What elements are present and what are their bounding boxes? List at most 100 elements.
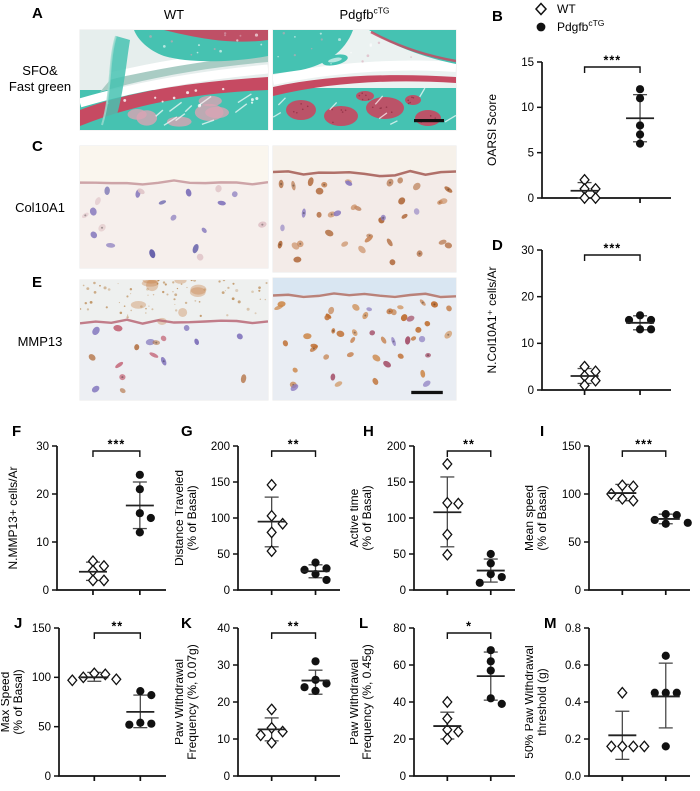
svg-text:20: 20 [521, 291, 534, 303]
svg-text:**: ** [288, 620, 300, 634]
chart-active-time: 0 50 100 150 200 ** Active time (% of Basal) [350, 438, 515, 597]
chart-max-speed: 0 50 100 150 ** Max Speed (% of Basal) [1, 620, 166, 783]
svg-text:30: 30 [36, 441, 49, 453]
row-label-sfo-fast-green: SFO& Fast green [8, 63, 72, 94]
svg-text:**: ** [463, 438, 475, 452]
svg-text:150: 150 [387, 477, 406, 489]
svg-text:Max Speed: Max Speed [1, 672, 12, 733]
row-label-mmp13: MMP13 [17, 334, 63, 349]
svg-text:50% Paw Withdrawal: 50% Paw Withdrawal [525, 645, 536, 758]
svg-text:0: 0 [45, 771, 51, 783]
chart-distance-traveled: 0 50 100 150 200 ** Distance Traveled (% of Bas… [175, 438, 340, 597]
svg-text:10: 10 [217, 734, 230, 746]
open-diamond-icon [534, 2, 548, 16]
svg-text:Frequency (%, 0.07g): Frequency (%, 0.07g) [185, 644, 199, 759]
legend-label-wt: WT [557, 2, 576, 16]
svg-text:10: 10 [36, 537, 49, 549]
svg-text:20: 20 [217, 697, 230, 709]
svg-text:(% of Basal): (% of Basal) [535, 485, 549, 550]
svg-text:150: 150 [562, 441, 581, 453]
svg-text:0: 0 [224, 771, 230, 783]
column-header-wt: WT [163, 7, 185, 22]
svg-text:N.MMP13+ cells/Ar: N.MMP13+ cells/Ar [6, 466, 20, 569]
svg-text:Active time: Active time [350, 488, 361, 547]
histology-image-mmp13-wt [80, 280, 268, 400]
chart-col10a1-cells: 0 10 20 30 *** N.Col10A1⁺ cells/Ar [485, 242, 671, 397]
svg-text:0.2: 0.2 [565, 734, 581, 746]
histology-image-col10a1-wt [80, 146, 268, 268]
panel-label-k: K [181, 615, 192, 632]
svg-text:150: 150 [211, 477, 230, 489]
svg-text:40: 40 [217, 623, 230, 635]
svg-text:***: *** [108, 438, 126, 452]
panel-label-j: J [14, 615, 23, 632]
svg-text:N.Col10A1⁺ cells/Ar: N.Col10A1⁺ cells/Ar [485, 266, 499, 373]
panel-label-m: M [544, 615, 557, 632]
svg-text:40: 40 [393, 697, 406, 709]
histology-image-sfo-wt [80, 30, 268, 130]
svg-text:30: 30 [217, 660, 230, 672]
svg-text:60: 60 [393, 660, 406, 672]
chart-oarsi-score: 0 5 10 15 *** OARSI Score [485, 54, 671, 205]
svg-text:0: 0 [224, 585, 230, 597]
svg-text:(% of Basal): (% of Basal) [360, 485, 374, 550]
svg-text:30: 30 [521, 245, 534, 257]
histology-image-sfo-pdgfbctg [273, 30, 456, 130]
svg-text:200: 200 [387, 441, 406, 453]
svg-text:15: 15 [521, 57, 534, 69]
svg-text:Mean speed: Mean speed [525, 485, 536, 551]
svg-text:20: 20 [36, 489, 49, 501]
svg-text:100: 100 [387, 513, 406, 525]
svg-text:**: ** [288, 438, 300, 452]
legend-item-pdgfbctg: PdgfbcTG [534, 19, 604, 34]
panel-label-f: F [12, 423, 22, 440]
chart-mean-speed: 0 50 100 150 *** Mean speed (% of Basal) [525, 438, 692, 597]
svg-text:(% of Basal): (% of Basal) [11, 669, 25, 734]
svg-text:*: * [466, 620, 472, 634]
svg-text:0: 0 [400, 771, 406, 783]
svg-text:threshold (g): threshold (g) [535, 668, 549, 735]
histology-image-mmp13-pdgfbctg [273, 278, 456, 400]
column-header-pdgfbctg: PdgfbcTG [339, 5, 390, 22]
svg-text:100: 100 [562, 489, 581, 501]
svg-text:50: 50 [38, 721, 51, 733]
svg-text:100: 100 [32, 672, 51, 684]
svg-text:**: ** [111, 620, 123, 634]
svg-text:200: 200 [211, 441, 230, 453]
svg-text:80: 80 [393, 623, 406, 635]
filled-circle-icon [536, 22, 546, 32]
panel-label-h: H [363, 423, 374, 440]
svg-text:(% of Basal): (% of Basal) [185, 485, 199, 550]
svg-text:10: 10 [521, 338, 534, 350]
svg-text:0: 0 [528, 193, 534, 205]
svg-text:Frequency (%, 0.45g): Frequency (%, 0.45g) [360, 644, 374, 759]
svg-text:50: 50 [217, 549, 230, 561]
svg-text:150: 150 [32, 623, 51, 635]
svg-text:0.8: 0.8 [565, 623, 581, 635]
svg-text:Paw Withdrawal: Paw Withdrawal [350, 659, 361, 745]
chart-mmp13-cells: 0 10 20 30 *** N.MMP13+ cells/Ar [6, 438, 166, 597]
chart-paw-withdrawal-007g: 0 10 20 30 40 ** Paw Withdrawal Frequency (%, 0… [175, 620, 340, 783]
svg-text:50: 50 [393, 549, 406, 561]
svg-text:50: 50 [568, 537, 581, 549]
svg-text:Paw Withdrawal: Paw Withdrawal [175, 659, 186, 745]
panel-label-i: I [540, 423, 545, 440]
svg-text:100: 100 [211, 513, 230, 525]
svg-text:***: *** [604, 54, 622, 68]
row-label-col10a1: Col10A1 [15, 200, 65, 215]
svg-text:0: 0 [528, 385, 534, 397]
legend-item-wt: WT [534, 2, 576, 16]
panel-label-a: A [32, 5, 43, 22]
panel-label-c: C [32, 138, 43, 155]
panel-label-l: L [359, 615, 369, 632]
svg-text:5: 5 [528, 147, 534, 159]
panel-label-d: D [492, 237, 503, 254]
chart-paw-withdrawal-threshold: 0.0 0.2 0.4 0.6 0.8 50% Paw Withdrawal thresho… [525, 623, 690, 783]
panel-label-b: B [492, 8, 503, 25]
svg-text:0: 0 [400, 585, 406, 597]
panel-label-e: E [32, 274, 43, 291]
svg-text:0: 0 [43, 585, 49, 597]
svg-text:0: 0 [575, 585, 581, 597]
svg-text:OARSI Score: OARSI Score [485, 94, 499, 166]
